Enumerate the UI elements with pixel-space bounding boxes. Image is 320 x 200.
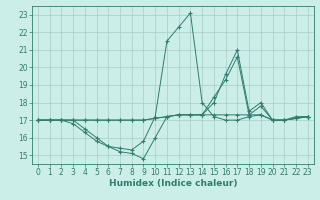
X-axis label: Humidex (Indice chaleur): Humidex (Indice chaleur) — [108, 179, 237, 188]
